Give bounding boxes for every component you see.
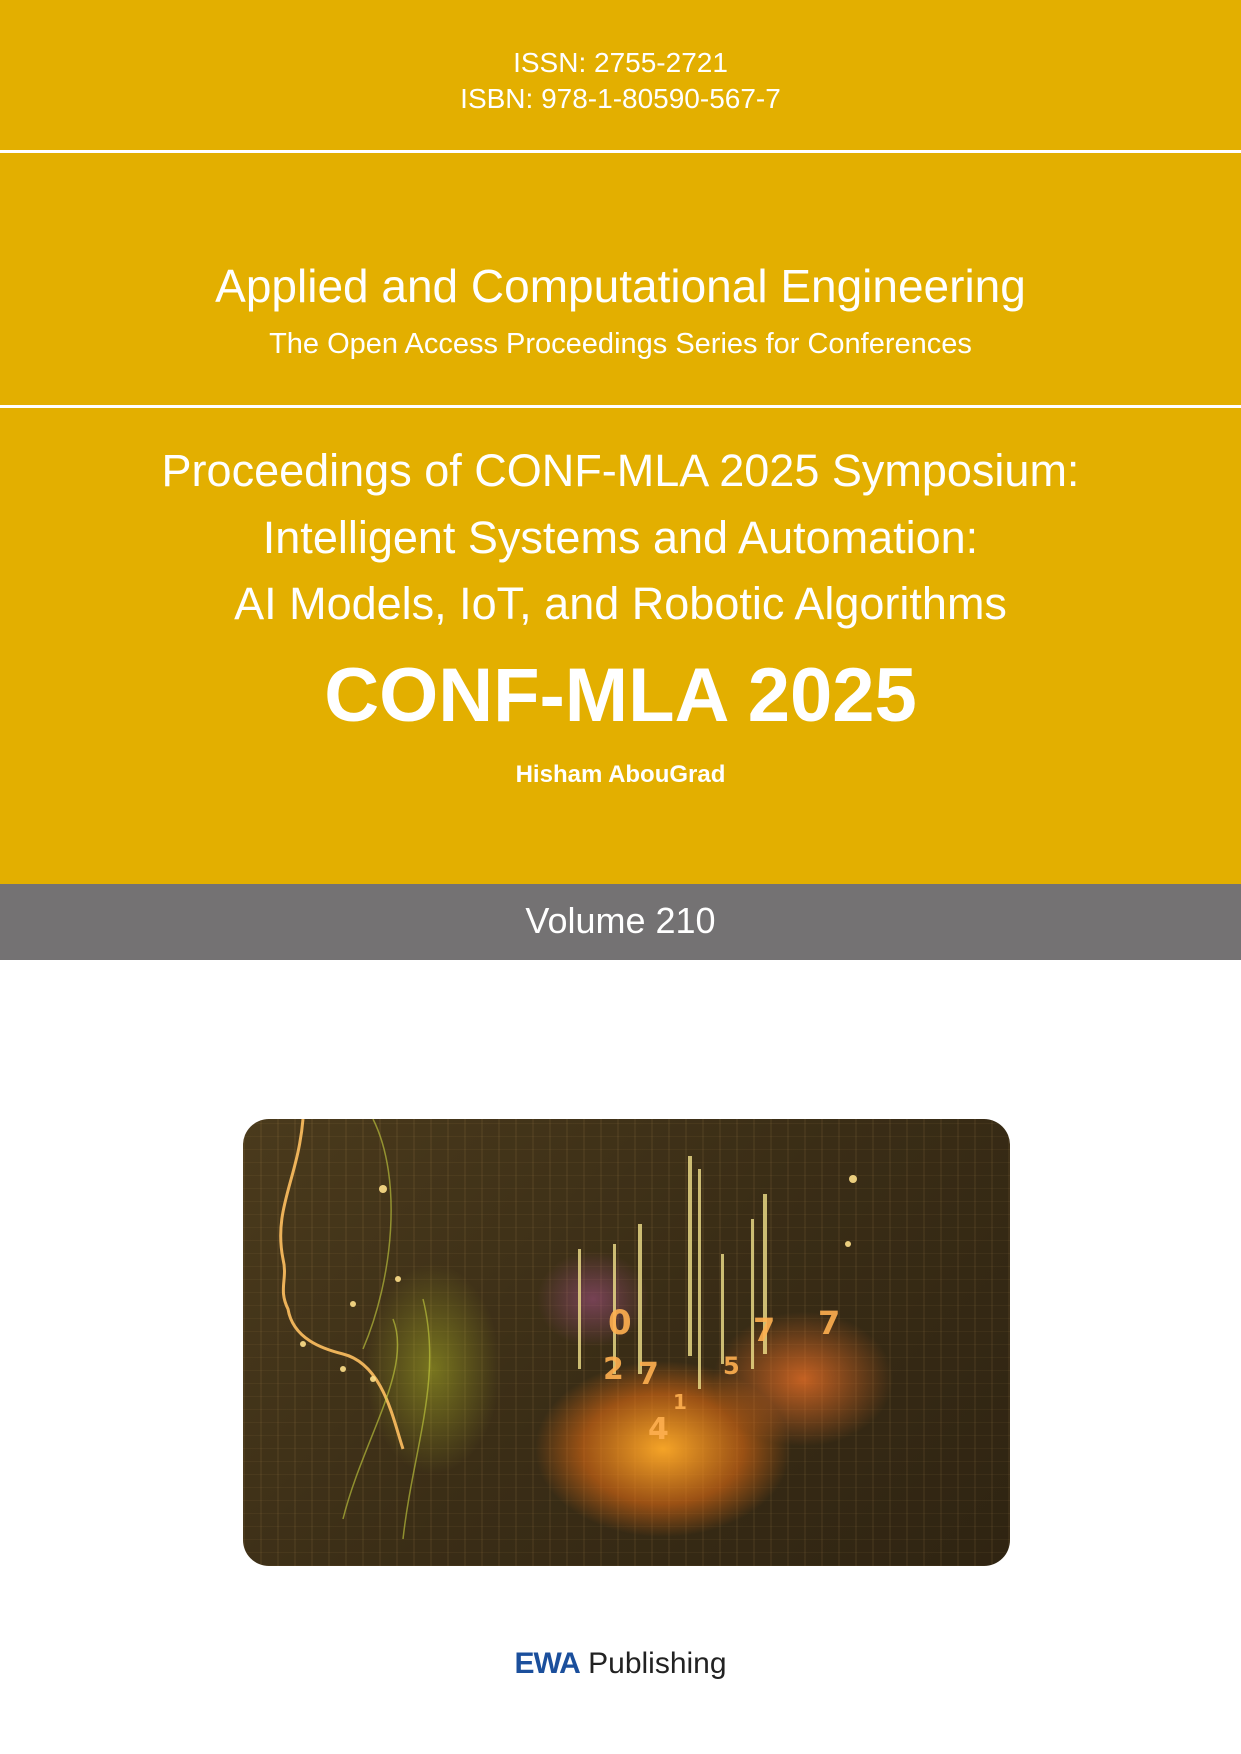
volume-band bbox=[0, 884, 1241, 960]
svg-text:7: 7 bbox=[638, 1357, 659, 1392]
svg-text:1: 1 bbox=[673, 1390, 687, 1414]
ai-head-circuit-illustration: 0 2 7 4 7 7 5 1 bbox=[279, 1119, 857, 1540]
volume-label: Volume 210 bbox=[525, 900, 716, 941]
journal-title: Applied and Computational Engineering bbox=[215, 260, 1026, 312]
svg-text:2: 2 bbox=[603, 1352, 624, 1387]
svg-text:0: 0 bbox=[608, 1303, 632, 1343]
proceedings-line-2: Intelligent Systems and Automation: bbox=[262, 512, 979, 563]
proceedings-line-3: AI Models, IoT, and Robotic Algorithms bbox=[234, 578, 1007, 629]
svg-text:7: 7 bbox=[818, 1304, 840, 1342]
isbn: ISBN: 978-1-80590-567-7 bbox=[460, 83, 781, 114]
svg-text:5: 5 bbox=[723, 1352, 740, 1380]
publisher-logo: EWA Publishing bbox=[0, 1645, 1241, 1683]
proceedings-line-1: Proceedings of CONF-MLA 2025 Symposium: bbox=[161, 445, 1080, 496]
issn: ISSN: 2755-2721 bbox=[513, 47, 728, 78]
cover-illustration: 0 2 7 4 7 7 5 1 bbox=[243, 1119, 1010, 1566]
cover-header-panel bbox=[0, 0, 1241, 884]
journal-subtitle: The Open Access Proceedings Series for C… bbox=[269, 328, 972, 360]
divider bbox=[0, 405, 1241, 408]
publisher-brand: EWA bbox=[514, 1647, 580, 1680]
editor-name: Hisham AbouGrad bbox=[515, 761, 726, 788]
divider bbox=[0, 150, 1241, 153]
svg-text:7: 7 bbox=[753, 1311, 775, 1349]
svg-text:4: 4 bbox=[648, 1412, 669, 1447]
conference-name: CONF-MLA 2025 bbox=[324, 653, 917, 738]
publisher-name: Publishing bbox=[588, 1647, 727, 1680]
